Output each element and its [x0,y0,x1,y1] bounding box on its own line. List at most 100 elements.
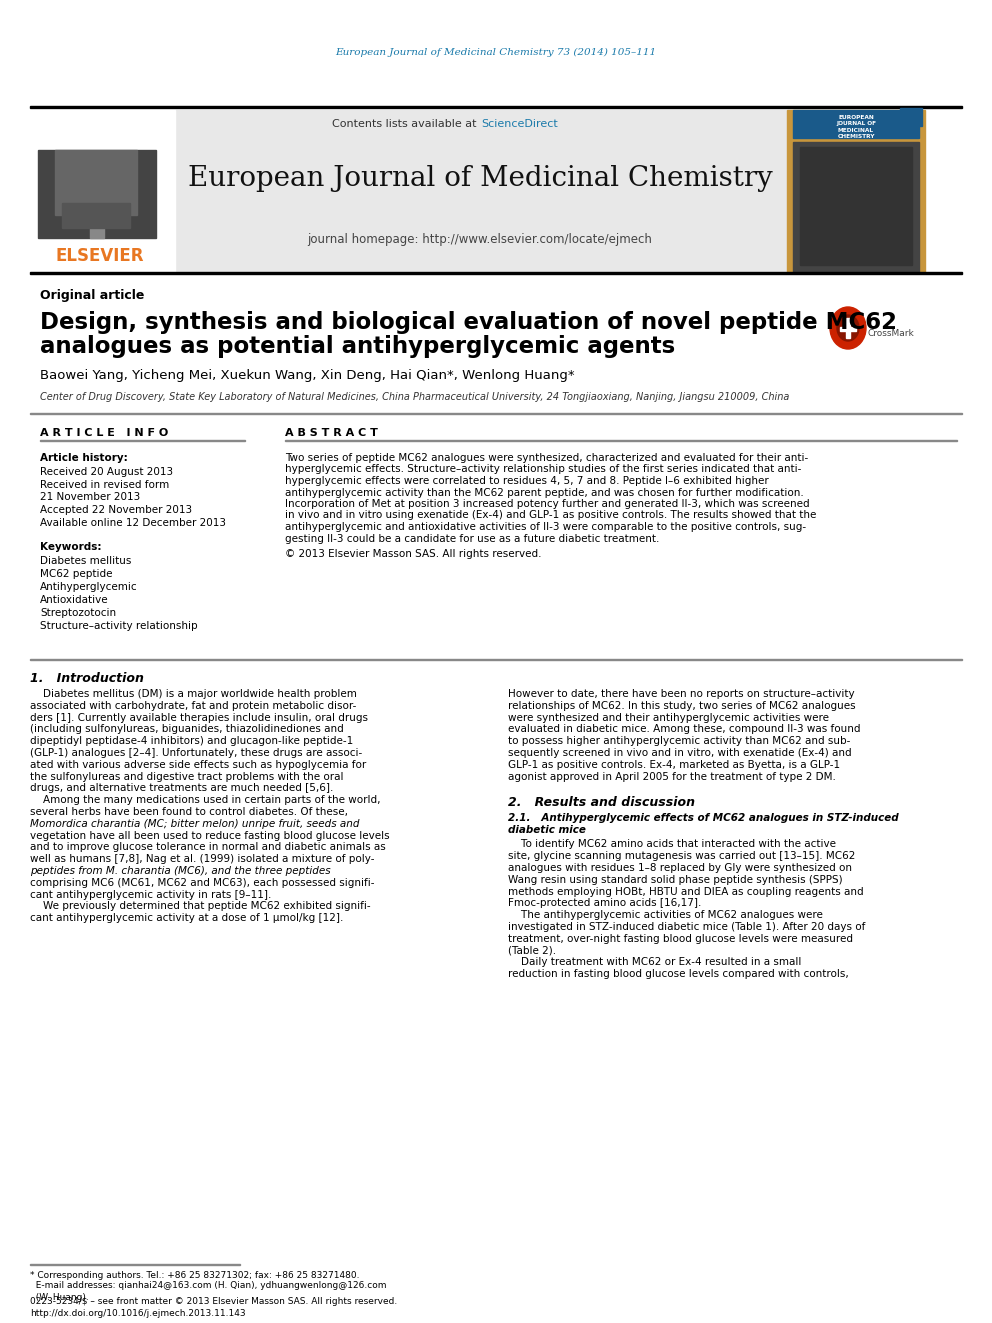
Text: cant antihyperglycemic activity in rats [9–11].: cant antihyperglycemic activity in rats … [30,889,272,900]
Text: Article history:: Article history: [40,452,128,463]
Text: 2.   Results and discussion: 2. Results and discussion [508,796,695,808]
Bar [30,106,962,108]
Text: the sulfonylureas and digestive tract problems with the oral: the sulfonylureas and digestive tract pr… [30,771,343,782]
Bar [793,110,919,138]
Text: comprising MC6 (MC61, MC62 and MC63), each possessed signifi-: comprising MC6 (MC61, MC62 and MC63), ea… [30,877,375,888]
Text: investigated in STZ-induced diabetic mice (Table 1). After 20 days of: investigated in STZ-induced diabetic mic… [508,922,865,931]
Text: journal homepage: http://www.elsevier.com/locate/ejmech: journal homepage: http://www.elsevier.co… [308,233,653,246]
Text: Design, synthesis and biological evaluation of novel peptide MC62: Design, synthesis and biological evaluat… [40,311,897,333]
Text: MC62 peptide: MC62 peptide [40,569,112,579]
Text: 2.1.   Antihyperglycemic effects of MC62 analogues in STZ-induced: 2.1. Antihyperglycemic effects of MC62 a… [508,814,899,823]
Text: Among the many medications used in certain parts of the world,: Among the many medications used in certa… [30,795,381,806]
Text: agonist approved in April 2005 for the treatment of type 2 DM.: agonist approved in April 2005 for the t… [508,771,836,782]
Text: Fmoc-protected amino acids [16,17].: Fmoc-protected amino acids [16,17]. [508,898,701,909]
Text: ScienceDirect: ScienceDirect [481,119,558,130]
Text: 21 November 2013: 21 November 2013 [40,492,140,501]
Text: several herbs have been found to control diabetes. Of these,: several herbs have been found to control… [30,807,348,818]
Text: gesting II-3 could be a candidate for use as a future diabetic treatment.: gesting II-3 could be a candidate for us… [285,533,660,544]
Text: A R T I C L E   I N F O: A R T I C L E I N F O [40,429,169,438]
Text: drugs, and alternative treatments are much needed [5,6].: drugs, and alternative treatments are mu… [30,783,333,794]
Text: ELSEVIER: ELSEVIER [56,247,144,265]
Text: Momordica charantia (MC; bitter melon) unripe fruit, seeds and: Momordica charantia (MC; bitter melon) u… [30,819,359,828]
Bar [800,147,912,265]
Text: We previously determined that peptide MC62 exhibited signifi-: We previously determined that peptide MC… [30,901,371,912]
Text: To identify MC62 amino acids that interacted with the active: To identify MC62 amino acids that intera… [508,839,836,849]
Text: 0223-5234/$ – see front matter © 2013 Elsevier Masson SAS. All rights reserved.: 0223-5234/$ – see front matter © 2013 El… [30,1298,397,1307]
Text: A B S T R A C T: A B S T R A C T [285,429,378,438]
Text: Diabetes mellitus: Diabetes mellitus [40,556,131,566]
Text: Wang resin using standard solid phase peptide synthesis (SPPS): Wang resin using standard solid phase pe… [508,875,842,885]
Text: (Table 2).: (Table 2). [508,946,557,955]
Text: Keywords:: Keywords: [40,542,101,552]
Bar [175,110,787,273]
Text: antihyperglycemic and antioxidative activities of II-3 were comparable to the po: antihyperglycemic and antioxidative acti… [285,523,806,532]
Text: ated with various adverse side effects such as hypoglycemia for: ated with various adverse side effects s… [30,759,366,770]
Text: cant antihyperglycemic activity at a dose of 1 μmol/kg [12].: cant antihyperglycemic activity at a dos… [30,913,343,923]
Text: dipeptidyl peptidase-4 inhibitors) and glucagon-like peptide-1: dipeptidyl peptidase-4 inhibitors) and g… [30,736,353,746]
Text: © 2013 Elsevier Masson SAS. All rights reserved.: © 2013 Elsevier Masson SAS. All rights r… [285,549,542,560]
Bar [55,149,137,216]
Text: Structure–activity relationship: Structure–activity relationship [40,620,197,631]
Text: peptides from M. charantia (MC6), and the three peptides: peptides from M. charantia (MC6), and th… [30,867,330,876]
Text: European Journal of Medicinal Chemistry: European Journal of Medicinal Chemistry [187,164,773,192]
Text: (GLP-1) analogues [2–4]. Unfortunately, these drugs are associ-: (GLP-1) analogues [2–4]. Unfortunately, … [30,747,362,758]
Bar [38,149,156,238]
Text: Original article: Original article [40,290,145,303]
Text: Diabetes mellitus (DM) is a major worldwide health problem: Diabetes mellitus (DM) is a major worldw… [30,689,357,699]
Bar [90,208,104,238]
Text: hyperglycemic effects. Structure–activity relationship studies of the first seri: hyperglycemic effects. Structure–activit… [285,464,802,475]
Bar [787,110,925,273]
Text: to possess higher antihyperglycemic activity than MC62 and sub-: to possess higher antihyperglycemic acti… [508,736,850,746]
Text: Antioxidative: Antioxidative [40,595,109,605]
Text: Received in revised form: Received in revised form [40,480,170,490]
Text: diabetic mice: diabetic mice [508,826,586,835]
Text: Available online 12 December 2013: Available online 12 December 2013 [40,519,226,528]
Bar [900,108,922,126]
Text: Daily treatment with MC62 or Ex-4 resulted in a small: Daily treatment with MC62 or Ex-4 result… [508,958,802,967]
Bar [30,110,175,273]
Text: (W. Huang).: (W. Huang). [30,1293,88,1302]
Text: E-mail addresses: qianhai24@163.com (H. Qian), ydhuangwenlong@126.com: E-mail addresses: qianhai24@163.com (H. … [30,1282,387,1290]
Ellipse shape [830,307,866,349]
Bar [793,142,919,273]
Ellipse shape [837,315,859,341]
Text: hyperglycemic effects were correlated to residues 4, 5, 7 and 8. Peptide I–6 exh: hyperglycemic effects were correlated to… [285,476,769,486]
Bar [846,318,850,337]
Text: site, glycine scanning mutagenesis was carried out [13–15]. MC62: site, glycine scanning mutagenesis was c… [508,851,855,861]
Text: in vivo and in vitro using exenatide (Ex-4) and GLP-1 as positive controls. The : in vivo and in vitro using exenatide (Ex… [285,511,816,520]
Text: The antihyperglycemic activities of MC62 analogues were: The antihyperglycemic activities of MC62… [508,910,823,921]
Text: However to date, there have been no reports on structure–activity: However to date, there have been no repo… [508,689,855,699]
Text: Streptozotocin: Streptozotocin [40,609,116,618]
Text: reduction in fasting blood glucose levels compared with controls,: reduction in fasting blood glucose level… [508,970,849,979]
Text: Two series of peptide MC62 analogues were synthesized, characterized and evaluat: Two series of peptide MC62 analogues wer… [285,452,808,463]
Bar [62,202,130,228]
Text: Accepted 22 November 2013: Accepted 22 November 2013 [40,505,192,515]
Text: and to improve glucose tolerance in normal and diabetic animals as: and to improve glucose tolerance in norm… [30,843,386,852]
Text: European Journal of Medicinal Chemistry 73 (2014) 105–111: European Journal of Medicinal Chemistry … [335,48,657,57]
Text: (including sulfonylureas, biguanides, thiazolidinediones and: (including sulfonylureas, biguanides, th… [30,725,344,734]
Text: GLP-1 as positive controls. Ex-4, marketed as Byetta, is a GLP-1: GLP-1 as positive controls. Ex-4, market… [508,759,840,770]
Text: CrossMark: CrossMark [868,328,915,337]
Text: Antihyperglycemic: Antihyperglycemic [40,582,138,591]
Text: antihyperglycemic activity than the MC62 parent peptide, and was chosen for furt: antihyperglycemic activity than the MC62… [285,487,804,497]
Bar [840,327,856,331]
Text: ders [1]. Currently available therapies include insulin, oral drugs: ders [1]. Currently available therapies … [30,713,368,722]
Text: analogues as potential antihyperglycemic agents: analogues as potential antihyperglycemic… [40,336,676,359]
Text: Incorporation of Met at position 3 increased potency further and generated II-3,: Incorporation of Met at position 3 incre… [285,499,809,509]
Text: Baowei Yang, Yicheng Mei, Xuekun Wang, Xin Deng, Hai Qian*, Wenlong Huang*: Baowei Yang, Yicheng Mei, Xuekun Wang, X… [40,369,574,382]
Text: Center of Drug Discovery, State Key Laboratory of Natural Medicines, China Pharm: Center of Drug Discovery, State Key Labo… [40,392,790,402]
Text: methods employing HOBt, HBTU and DIEA as coupling reagents and: methods employing HOBt, HBTU and DIEA as… [508,886,864,897]
Text: sequently screened in vivo and in vitro, with exenatide (Ex-4) and: sequently screened in vivo and in vitro,… [508,747,851,758]
Text: EUROPEAN
JOURNAL OF
MEDICINAL
CHEMISTRY: EUROPEAN JOURNAL OF MEDICINAL CHEMISTRY [836,115,876,139]
Text: vegetation have all been used to reduce fasting blood glucose levels: vegetation have all been used to reduce … [30,831,390,840]
Text: treatment, over-night fasting blood glucose levels were measured: treatment, over-night fasting blood gluc… [508,934,853,943]
Text: relationships of MC62. In this study, two series of MC62 analogues: relationships of MC62. In this study, tw… [508,701,856,710]
Text: well as humans [7,8], Nag et al. (1999) isolated a mixture of poly-: well as humans [7,8], Nag et al. (1999) … [30,855,375,864]
Text: * Corresponding authors. Tel.: +86 25 83271302; fax: +86 25 83271480.: * Corresponding authors. Tel.: +86 25 83… [30,1270,359,1279]
Bar [30,271,962,274]
Text: evaluated in diabetic mice. Among these, compound II-3 was found: evaluated in diabetic mice. Among these,… [508,725,860,734]
Text: Contents lists available at: Contents lists available at [332,119,480,130]
Text: associated with carbohydrate, fat and protein metabolic disor-: associated with carbohydrate, fat and pr… [30,701,356,710]
Text: http://dx.doi.org/10.1016/j.ejmech.2013.11.143: http://dx.doi.org/10.1016/j.ejmech.2013.… [30,1308,246,1318]
Text: analogues with residues 1–8 replaced by Gly were synthesized on: analogues with residues 1–8 replaced by … [508,863,852,873]
